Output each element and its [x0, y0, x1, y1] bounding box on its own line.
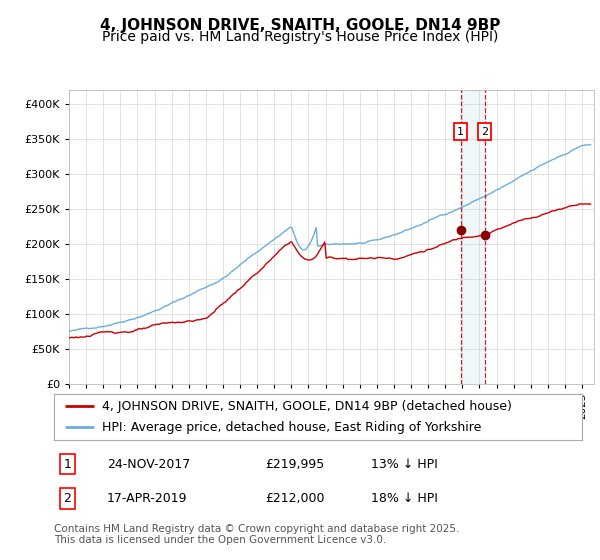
Text: Price paid vs. HM Land Registry's House Price Index (HPI): Price paid vs. HM Land Registry's House … [102, 30, 498, 44]
Text: 2: 2 [481, 127, 488, 137]
Text: £212,000: £212,000 [265, 492, 325, 505]
Text: 1: 1 [63, 458, 71, 470]
Text: Contains HM Land Registry data © Crown copyright and database right 2025.
This d: Contains HM Land Registry data © Crown c… [54, 524, 460, 545]
Text: 4, JOHNSON DRIVE, SNAITH, GOOLE, DN14 9BP: 4, JOHNSON DRIVE, SNAITH, GOOLE, DN14 9B… [100, 18, 500, 33]
Text: 17-APR-2019: 17-APR-2019 [107, 492, 187, 505]
Text: 2: 2 [63, 492, 71, 505]
Text: 4, JOHNSON DRIVE, SNAITH, GOOLE, DN14 9BP (detached house): 4, JOHNSON DRIVE, SNAITH, GOOLE, DN14 9B… [101, 400, 511, 413]
Text: 1: 1 [457, 127, 464, 137]
Text: 13% ↓ HPI: 13% ↓ HPI [371, 458, 437, 470]
Bar [461, 90, 485, 384]
Text: £219,995: £219,995 [265, 458, 325, 470]
Text: HPI: Average price, detached house, East Riding of Yorkshire: HPI: Average price, detached house, East… [101, 421, 481, 433]
Text: 18% ↓ HPI: 18% ↓ HPI [371, 492, 437, 505]
Text: 24-NOV-2017: 24-NOV-2017 [107, 458, 190, 470]
